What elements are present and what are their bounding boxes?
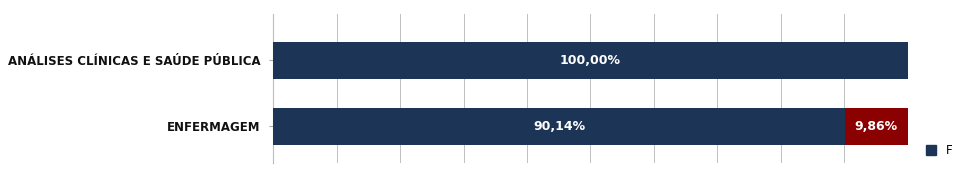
Bar <box>273 108 845 145</box>
Text: 90,14%: 90,14% <box>533 120 586 133</box>
Bar <box>273 42 908 79</box>
Bar <box>845 108 908 145</box>
Text: 100,00%: 100,00% <box>560 54 621 67</box>
Text: 9,86%: 9,86% <box>855 120 898 133</box>
Legend: F: F <box>926 144 953 157</box>
Bar <box>908 42 923 79</box>
